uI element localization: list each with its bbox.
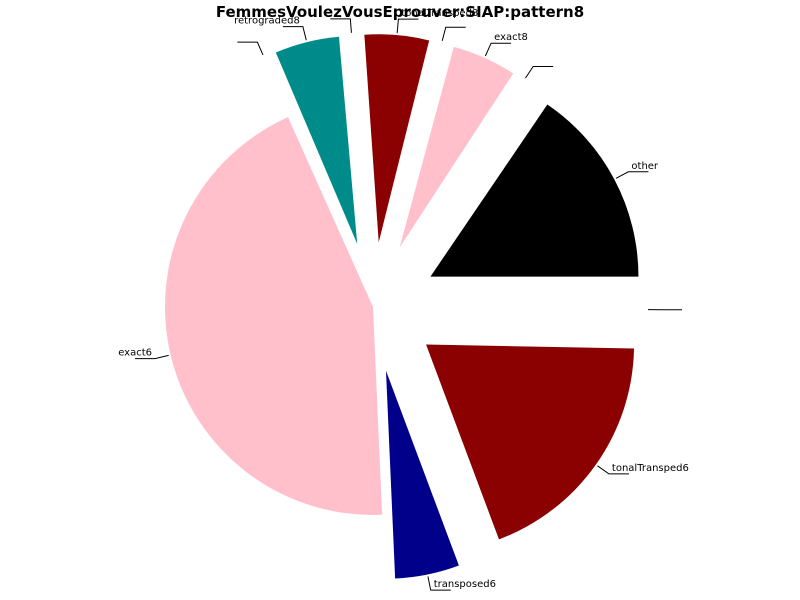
pie-slice-blank-11 [437, 307, 646, 312]
leader-line [525, 65, 554, 79]
leader-line [237, 41, 264, 56]
leader-line [441, 26, 466, 41]
chart-title: FemmesVoulezVousEprouver:SIAP:pattern8 [215, 3, 585, 21]
pie-slice-blank-7 [261, 56, 347, 248]
leader-line [597, 465, 629, 475]
pie-slice-blank-5 [349, 34, 368, 243]
leader-line [135, 354, 169, 360]
pie-slice-transposed6 [385, 370, 459, 579]
pie-slice-tonalTransped8 [364, 34, 430, 243]
pie-slice-blank-3 [389, 42, 444, 245]
slice-label-tonalTransped6: tonalTransped6 [612, 463, 689, 474]
slice-label-exact6: exact6 [118, 348, 152, 359]
slice-label-other: other [631, 161, 659, 172]
pie-slice-exact6 [165, 117, 383, 515]
leader-line [330, 18, 352, 33]
pie-slices [165, 34, 646, 579]
pie-slice-other [430, 104, 639, 277]
pie-slice-blank-1 [409, 78, 526, 253]
leader-line [396, 18, 419, 34]
pie-slice-exact8 [399, 46, 514, 248]
slice-label-retrograded8: retrograded8 [234, 16, 300, 27]
pie-slice-retrograded8 [275, 36, 358, 244]
slice-label-exact8: exact8 [494, 32, 528, 43]
slice-label-tonalTransped8: tonalTransped8 [401, 8, 478, 19]
slice-label-transposed6: transposed6 [434, 579, 496, 590]
leader-line [427, 576, 451, 591]
pie-labels: other exact8 tonalTransped8 retrograded8 exa… [118, 8, 689, 591]
pie-slice-tonalTransped6 [426, 344, 635, 540]
leader-line [484, 42, 512, 57]
leader-line [282, 26, 307, 41]
leader-line [615, 171, 649, 179]
